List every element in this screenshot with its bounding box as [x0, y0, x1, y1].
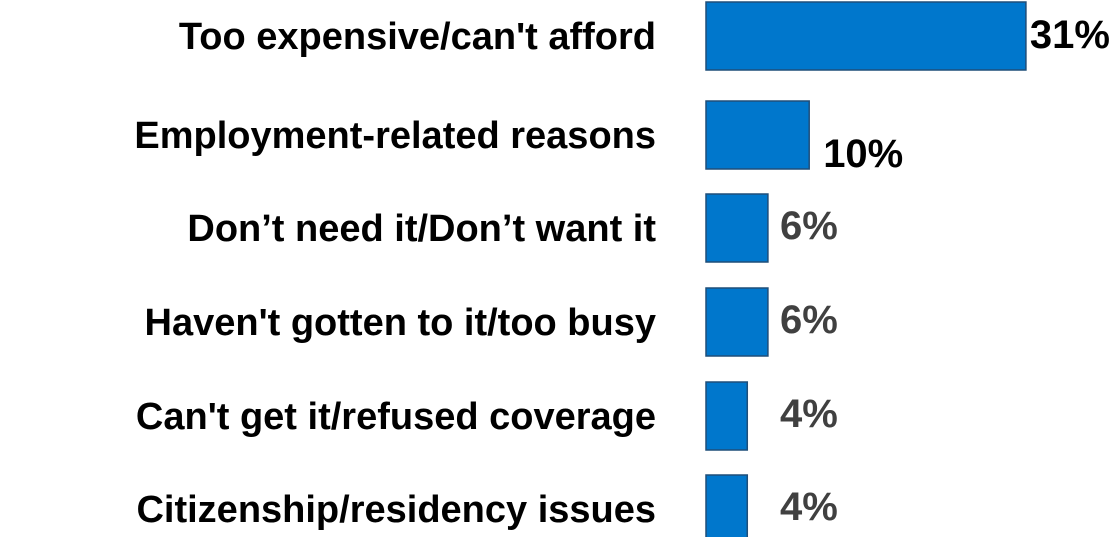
category-label: Citizenship/residency issues	[136, 489, 656, 531]
bar	[705, 381, 749, 451]
category-label: Haven't gotten to it/too busy	[145, 302, 656, 344]
category-label: Can't get it/refused coverage	[136, 396, 656, 438]
bar	[705, 287, 769, 357]
bar	[705, 1, 1027, 71]
data-label: 6%	[780, 204, 838, 248]
data-label: 6%	[780, 298, 838, 342]
data-label: 10%	[823, 132, 903, 176]
data-label: 31%	[1030, 13, 1110, 57]
bar	[705, 100, 810, 170]
category-label: Too expensive/can't afford	[179, 16, 656, 58]
category-label: Employment-related reasons	[134, 115, 656, 157]
data-label: 4%	[780, 392, 838, 436]
category-label: Don’t need it/Don’t want it	[187, 208, 656, 250]
bar	[705, 193, 769, 263]
bar	[705, 474, 749, 537]
data-label: 4%	[780, 485, 838, 529]
